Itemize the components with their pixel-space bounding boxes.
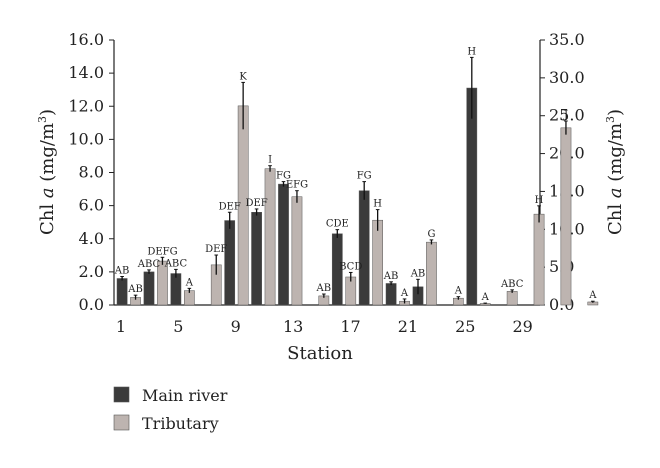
x-tick-label: 17: [340, 317, 360, 336]
significance-label-tributary: H: [535, 195, 544, 206]
bar-tributary: [560, 127, 572, 306]
significance-label-tributary: DEFG: [147, 246, 177, 257]
bar-main-river: [278, 183, 289, 306]
significance-label-tributary: I: [268, 155, 272, 166]
significance-label-tributary: AB: [127, 284, 143, 295]
legend-swatch-tributary: [113, 414, 130, 431]
bar-main-river: [358, 190, 370, 306]
significance-label-main-river: FG: [276, 171, 291, 182]
significance-label-tributary: EFG: [286, 180, 308, 191]
significance-label-main-river: CDE: [326, 219, 349, 230]
bar-main-river: [385, 283, 397, 306]
x-tick-label: 1: [116, 317, 126, 336]
legend-swatch-main-river: [113, 386, 130, 403]
significance-label-tributary: A: [185, 277, 194, 288]
x-tick-label: 5: [173, 317, 183, 336]
left-y-ticks: 0.0 2.0 4.0 6.0 8.0 10.0 12.0 14.0 16.0: [68, 30, 114, 314]
bar-main-river: [466, 87, 478, 306]
significance-label-tributary: G: [427, 229, 435, 240]
left-tick-label: 10.0: [68, 129, 104, 148]
significance-label-main-river: ABC: [164, 258, 188, 269]
significance-label-main-river: FG: [357, 171, 372, 182]
bar-main-river: [224, 220, 236, 306]
bars-layer: [116, 56, 599, 306]
x-tick-label: 21: [398, 317, 418, 336]
bar-tributary: [291, 196, 303, 306]
bar-tributary: [372, 219, 383, 306]
significance-label-main-river: DEF: [219, 201, 241, 212]
left-tick-label: 2.0: [79, 262, 104, 281]
significance-label-tributary: DEF: [205, 244, 227, 255]
significance-label-tributary: H: [373, 199, 382, 210]
bar-main-river: [143, 271, 155, 306]
bar-main-river: [251, 212, 262, 306]
significance-label-tributary: A: [481, 292, 490, 303]
significance-label-main-river: AB: [114, 266, 130, 277]
legend-label-main-river: Main river: [142, 386, 228, 405]
right-tick-label: 25.0: [549, 106, 585, 125]
significance-label-main-river: ABC: [137, 259, 161, 270]
bar-main-river: [116, 278, 128, 306]
x-axis-title: Station: [287, 343, 353, 364]
significance-label-tributary: A: [454, 286, 463, 297]
x-tick-label: 29: [512, 317, 532, 336]
legend: Main river Tributary: [113, 386, 228, 433]
left-tick-label: 8.0: [79, 163, 104, 182]
significance-label-main-river: AB: [383, 271, 399, 282]
significance-label-tributary: J: [563, 110, 568, 121]
right-y-axis-title: Chl a (mg/m3): [604, 109, 626, 235]
x-ticks: 1 5 9 13 17 21 25 29: [116, 317, 533, 336]
significance-label-main-river: H: [467, 46, 476, 57]
x-tick-label: 13: [283, 317, 303, 336]
bar-tributary: [506, 291, 518, 306]
bar-tributary: [264, 168, 276, 306]
significance-label-tributary: AB: [316, 283, 332, 294]
bar-main-river: [170, 273, 182, 306]
x-tick-label: 9: [231, 317, 241, 336]
left-tick-label: 4.0: [79, 229, 104, 248]
significance-label-tributary: BCD: [339, 261, 362, 272]
significance-label-tributary: A: [588, 290, 597, 301]
left-y-axis-title: Chl a (mg/m3): [36, 109, 58, 235]
right-tick-label: 35.0: [549, 30, 585, 49]
left-tick-label: 0.0: [79, 295, 104, 314]
significance-label-main-river: DEF: [245, 198, 267, 209]
bar-tributary: [426, 241, 437, 306]
left-tick-label: 14.0: [68, 63, 104, 82]
significance-label-tributary: ABC: [500, 279, 524, 290]
right-tick-label: 30.0: [549, 68, 585, 87]
left-tick-label: 16.0: [68, 30, 104, 49]
legend-label-tributary: Tributary: [142, 414, 219, 433]
significance-label-tributary: A: [400, 288, 409, 299]
significance-label-tributary: K: [239, 71, 247, 82]
x-tick-label: 25: [455, 317, 475, 336]
significance-label-main-river: AB: [410, 268, 426, 279]
bar-tributary: [533, 213, 545, 306]
left-tick-label: 12.0: [68, 96, 104, 115]
left-tick-label: 6.0: [79, 196, 104, 215]
